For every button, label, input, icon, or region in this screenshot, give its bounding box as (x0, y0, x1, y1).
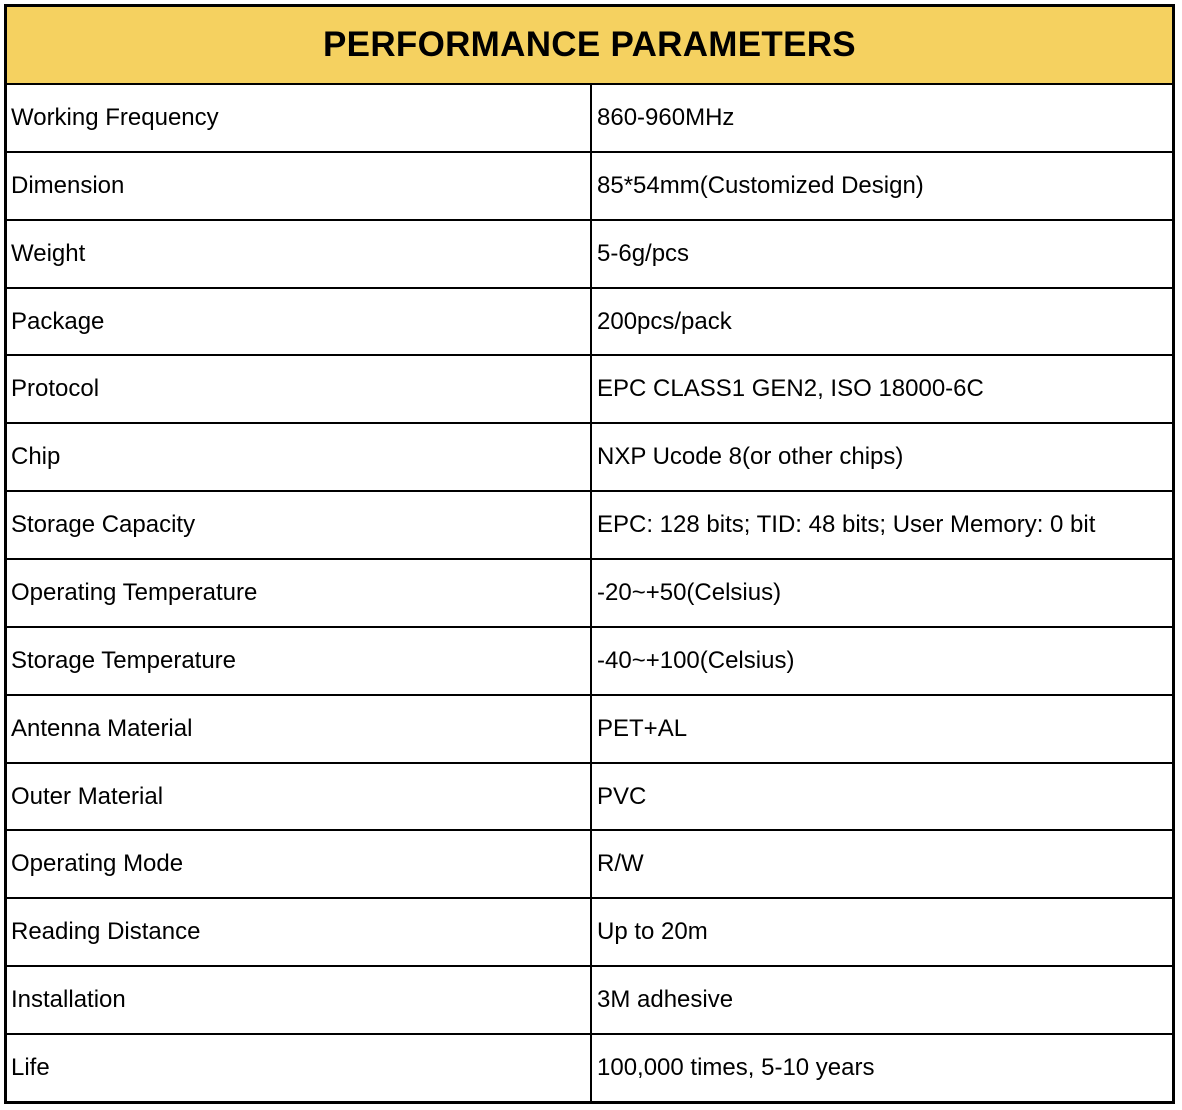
table-row: Installation 3M adhesive (7, 967, 1172, 1036)
parameter-name: Working Frequency (7, 85, 592, 151)
parameter-value: 85*54mm(Customized Design) (597, 171, 924, 199)
parameter-value: 860-960MHz (597, 103, 735, 131)
parameter-value: -40~+100(Celsius) (597, 646, 795, 674)
parameter-value: NXP Ucode 8(or other chips) (597, 443, 904, 471)
table-row: Protocol EPC CLASS1 GEN2, ISO 18000-6C (7, 356, 1172, 425)
table-row: Antenna Material PET+AL (7, 695, 1172, 764)
parameter-name: Antenna Material (7, 695, 592, 762)
table-row: Storage Capacity EPC: 128 bits; TID: 48 … (7, 492, 1172, 561)
table-title: PERFORMANCE PARAMETERS (323, 25, 856, 64)
table-row: Working Frequency 860-960MHz (7, 85, 1172, 153)
parameter-name: Storage Temperature (7, 627, 592, 694)
parameter-value: PET+AL (597, 714, 688, 742)
table-row: Dimension 85*54mm(Customized Design) (7, 152, 1172, 221)
table-body: Working Frequency 860-960MHz Dimension 8… (7, 85, 1172, 1101)
table-row: Reading Distance Up to 20m (7, 899, 1172, 968)
table-row: Storage Temperature -40~+100(Celsius) (7, 627, 1172, 696)
table-row: Life 100,000 times, 5-10 years (7, 1035, 1172, 1101)
table-row: Weight 5-6g/pcs (7, 220, 1172, 289)
parameter-name: Weight (7, 220, 592, 287)
table-header: PERFORMANCE PARAMETERS (7, 7, 1172, 85)
parameter-name: Storage Capacity (7, 492, 592, 559)
parameter-value: R/W (597, 850, 644, 878)
parameter-value: -20~+50(Celsius) (597, 578, 782, 606)
parameter-value: 100,000 times, 5-10 years (597, 1053, 875, 1081)
parameter-value: EPC CLASS1 GEN2, ISO 18000-6C (597, 375, 984, 403)
parameter-value: 200pcs/pack (597, 307, 732, 335)
parameter-name: Dimension (7, 152, 592, 219)
table-row: Chip NXP Ucode 8(or other chips) (7, 424, 1172, 493)
table-row: Operating Mode R/W (7, 831, 1172, 900)
parameter-name: Operating Mode (7, 831, 592, 898)
parameter-name: Life (7, 1035, 592, 1101)
parameter-value: EPC: 128 bits; TID: 48 bits; User Memory… (597, 511, 1096, 539)
parameter-value: 5-6g/pcs (597, 239, 690, 267)
parameter-name: Reading Distance (7, 899, 592, 966)
parameter-name: Installation (7, 967, 592, 1034)
table-row: Outer Material PVC (7, 763, 1172, 832)
parameter-name: Package (7, 288, 592, 355)
parameter-name: Outer Material (7, 763, 592, 830)
parameter-name: Operating Temperature (7, 560, 592, 626)
performance-parameters-table: PERFORMANCE PARAMETERS Working Frequency… (4, 4, 1175, 1104)
parameter-name: Protocol (7, 356, 592, 423)
table-row: Operating Temperature -20~+50(Celsius) (7, 560, 1172, 628)
parameter-value: Up to 20m (597, 918, 708, 946)
parameter-name: Chip (7, 424, 592, 491)
parameter-value: PVC (597, 782, 647, 810)
table-row: Package 200pcs/pack (7, 288, 1172, 357)
parameter-value: 3M adhesive (597, 986, 734, 1014)
